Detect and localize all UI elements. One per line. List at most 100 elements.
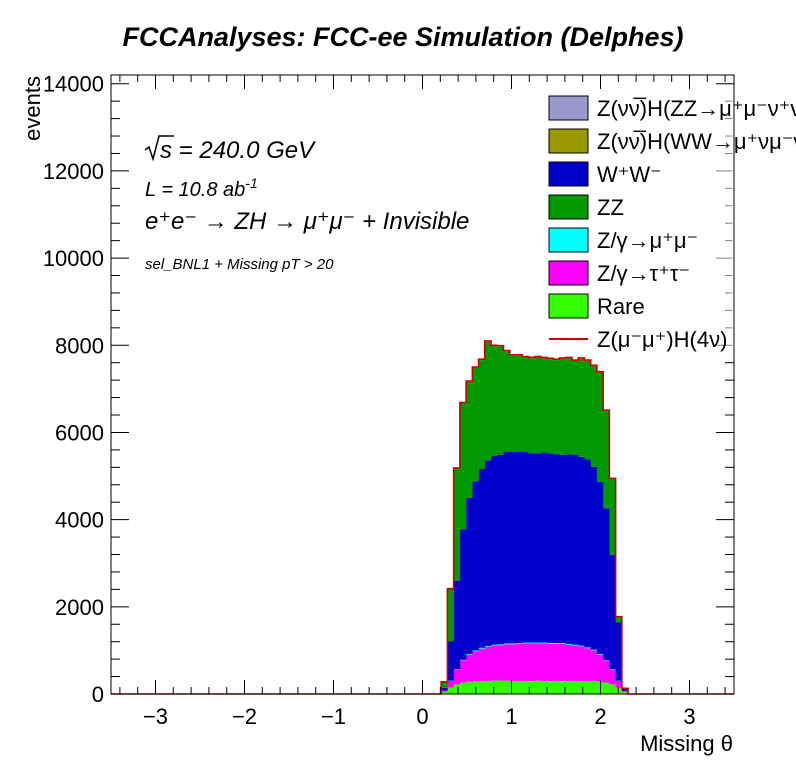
bar-zz-bin-6 (478, 360, 486, 470)
legend-label: Z(μ⁻μ⁺)H(4ν) (597, 327, 727, 352)
bar-w-w--bin-25 (596, 481, 604, 655)
bar-z--bin-12 (515, 642, 523, 644)
selection-label: sel_BNL1 + Missing pT > 20 (145, 256, 334, 273)
bar-zz-bin-8 (491, 346, 498, 456)
bar-z--bin-3 (459, 659, 467, 661)
bar-z--bin-22 (578, 646, 585, 681)
bar-z--bin-24 (590, 649, 598, 651)
bar-zz-bin-7 (484, 341, 492, 461)
bar-w-w--bin-8 (491, 455, 498, 645)
x-tick-label: 2 (594, 704, 606, 729)
y-tick-label: 8000 (55, 333, 104, 358)
bar-z--bin-3 (459, 660, 467, 683)
legend-label: Z(νν̅)H(ZZ→μ⁺μ⁻ν⁺ν⁻) (597, 96, 796, 121)
y-tick-label: 6000 (55, 420, 104, 445)
bar-zz-bin-27 (609, 479, 616, 555)
bar-rare-bin-15 (534, 680, 542, 694)
bar-w-w--bin-15 (534, 453, 542, 643)
bar-rare-bin-21 (572, 680, 579, 694)
bar-w-w--bin-24 (590, 466, 598, 650)
bar-rare-bin-12 (515, 680, 523, 694)
bar-zz-bin-12 (515, 355, 523, 452)
bar-rare-bin-19 (559, 680, 567, 694)
bar-rare-bin-6 (478, 680, 486, 694)
bar-w-w--bin-1 (447, 641, 454, 681)
bar-w-w--bin-18 (553, 454, 560, 643)
bar-z--bin-24 (590, 650, 598, 681)
bar-w-w--bin-17 (547, 453, 554, 643)
bar-z--bin-18 (553, 642, 560, 644)
legend-swatch (548, 260, 589, 286)
bar-z--bin-19 (559, 642, 567, 644)
bar-z--bin-9 (497, 644, 504, 646)
bar-zz-bin-21 (572, 360, 579, 455)
bar-rare-bin-17 (547, 680, 554, 694)
bar-w-w--bin-13 (522, 452, 529, 643)
bar-rare-bin-7 (484, 680, 492, 694)
bar-w-w--bin-0 (441, 687, 448, 691)
bar-z--bin-27 (609, 669, 616, 685)
x-axis-label: Missing θ (640, 731, 733, 756)
legend-swatch (548, 194, 589, 220)
axes-layer: −3 −2 −1 0 1 2 3 0 2000 4000 6000 8000 10000 12000 140… (43, 72, 734, 729)
bar-rare-bin-26 (603, 682, 610, 694)
bar-rare-bin-1 (447, 687, 454, 694)
bar-z--bin-4 (466, 654, 473, 682)
bar-rare-bin-9 (497, 680, 504, 694)
bar-z--bin-25 (596, 654, 604, 682)
bar-w-w--bin-2 (453, 580, 461, 670)
bar-rare-bin-10 (503, 680, 511, 694)
x-tick-label: −3 (143, 704, 168, 729)
sqrt-symbol (144, 135, 174, 162)
bar-w-w--bin-26 (603, 508, 610, 660)
bar-z--bin-8 (491, 644, 498, 646)
bar-zz-bin-19 (559, 358, 567, 455)
bar-z--bin-25 (596, 654, 604, 655)
legend-swatch (548, 161, 589, 187)
bar-z--bin-23 (584, 648, 592, 681)
y-tick-label: 14000 (43, 72, 104, 97)
luminosity-label: L = 10.8 ab-1 (145, 175, 258, 201)
bar-z--bin-23 (584, 647, 592, 649)
y-tick-label: 10000 (43, 246, 104, 271)
bar-z--bin-0 (441, 690, 448, 692)
bar-rare-bin-18 (553, 680, 560, 694)
bar-w-w--bin-16 (540, 452, 548, 643)
bar-rare-bin-4 (466, 681, 473, 694)
bar-rare-bin-3 (459, 682, 467, 694)
bar-w-w--bin-29 (621, 688, 629, 691)
bar-zz-bin-22 (578, 358, 585, 457)
bar-zz-bin-20 (565, 358, 573, 455)
bar-z--bin-13 (522, 642, 529, 644)
bar-z--bin-17 (547, 642, 554, 644)
bar-zz-bin-14 (528, 358, 535, 454)
bar-w-w--bin-23 (584, 459, 592, 648)
y-axis-label: events (20, 76, 45, 141)
bar-w-w--bin-5 (472, 481, 479, 651)
bar-rare-bin-23 (584, 680, 592, 694)
bar-z--bin-10 (503, 644, 511, 681)
bar-rare-bin-11 (509, 680, 517, 694)
legend-swatch (548, 95, 589, 121)
bar-z--bin-1 (447, 680, 454, 688)
bar-z--bin-5 (472, 651, 479, 682)
bar-z--bin-16 (540, 642, 548, 644)
legend-label: Z/γ→μ⁺μ⁻ (597, 228, 698, 253)
x-tick-label: 3 (683, 704, 695, 729)
bar-z--bin-11 (509, 643, 517, 645)
bar-zz-bin-24 (590, 366, 598, 467)
process-label: e⁺e⁻ → ZH → μ⁺μ⁻ + Invisible (145, 208, 469, 235)
bar-zz-bin-11 (509, 355, 517, 453)
legend: Z(νν̅)H(ZZ→μ⁺μ⁻ν⁺ν⁻) Z(νν̅)H(WW→μ⁺νμ⁻ν) W⁺… (540, 91, 796, 355)
bar-zz-bin-3 (459, 403, 467, 530)
bar-zz-bin-18 (553, 360, 560, 455)
bar-rare-bin-13 (522, 680, 529, 694)
bar-z--bin-26 (603, 660, 610, 683)
annotation-block: s = 240.0 GeV L = 10.8 ab-1 e⁺e⁻ → ZH → … (144, 135, 469, 273)
x-tick-label: 1 (505, 704, 517, 729)
bar-z--bin-19 (559, 643, 567, 681)
y-tick-label: 0 (92, 682, 104, 707)
bar-z--bin-8 (491, 645, 498, 681)
